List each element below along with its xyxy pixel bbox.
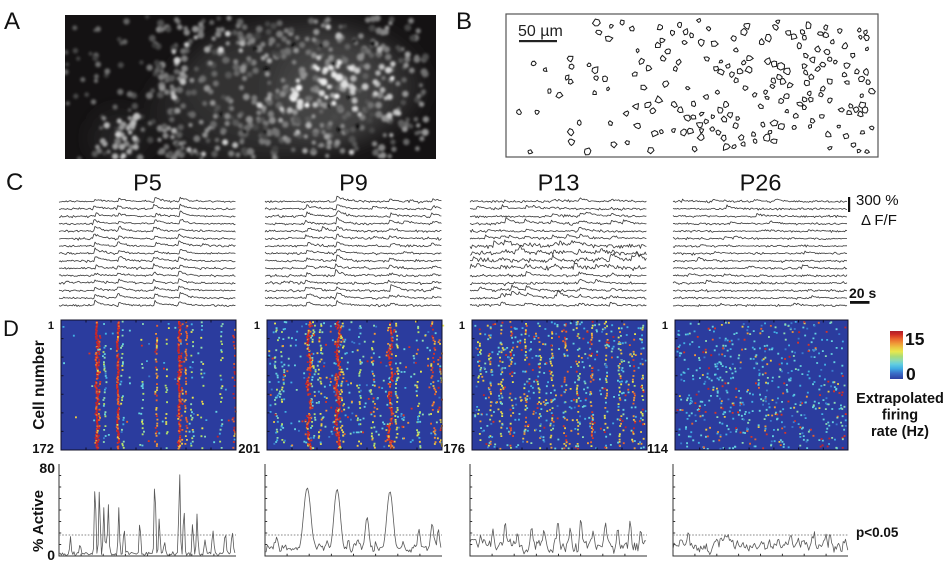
svg-text:1: 1 <box>48 320 54 332</box>
svg-text:300 %: 300 % <box>856 192 899 209</box>
svg-text:P5: P5 <box>133 170 162 196</box>
svg-text:172: 172 <box>32 441 54 456</box>
svg-text:P26: P26 <box>740 170 782 196</box>
svg-text:201: 201 <box>238 441 260 456</box>
svg-text:Extrapolated: Extrapolated <box>856 391 944 407</box>
svg-text:0: 0 <box>47 547 55 563</box>
svg-text:firing: firing <box>882 408 918 424</box>
svg-text:114: 114 <box>647 441 669 456</box>
svg-text:1: 1 <box>662 320 668 332</box>
svg-text:P13: P13 <box>538 170 580 196</box>
svg-text:p<0.05: p<0.05 <box>856 525 899 540</box>
svg-text:Cell number: Cell number <box>31 340 48 430</box>
svg-text:P9: P9 <box>339 170 368 196</box>
svg-text:50 µm: 50 µm <box>518 23 563 40</box>
svg-text:Δ F/F: Δ F/F <box>861 212 897 229</box>
svg-text:1: 1 <box>254 320 260 332</box>
svg-text:A: A <box>4 8 20 35</box>
svg-text:0: 0 <box>906 364 916 384</box>
svg-text:20 s: 20 s <box>849 285 876 301</box>
svg-text:D: D <box>3 316 19 341</box>
svg-text:1: 1 <box>459 320 465 332</box>
svg-text:rate (Hz): rate (Hz) <box>871 424 929 440</box>
svg-text:15: 15 <box>905 329 925 349</box>
svg-text:176: 176 <box>443 441 465 456</box>
svg-text:C: C <box>6 169 23 196</box>
svg-text:B: B <box>456 8 472 35</box>
svg-text:80: 80 <box>39 460 55 476</box>
svg-text:% Active: % Active <box>30 490 47 552</box>
